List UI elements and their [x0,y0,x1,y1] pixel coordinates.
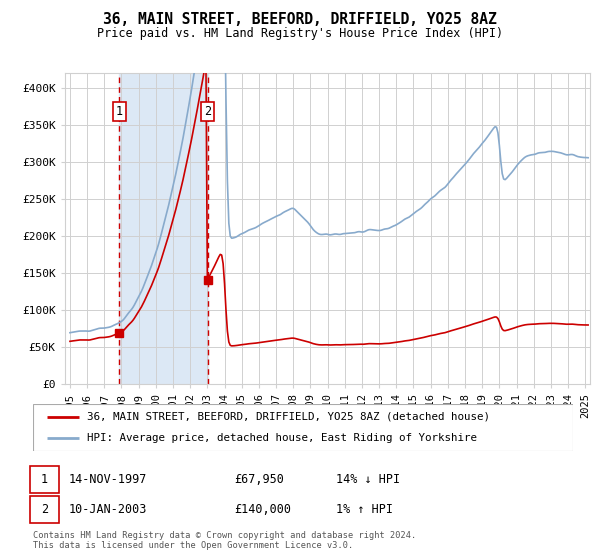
Text: Contains HM Land Registry data © Crown copyright and database right 2024.
This d: Contains HM Land Registry data © Crown c… [33,531,416,550]
FancyBboxPatch shape [33,404,573,451]
Text: £140,000: £140,000 [234,503,291,516]
Text: 36, MAIN STREET, BEEFORD, DRIFFIELD, YO25 8AZ: 36, MAIN STREET, BEEFORD, DRIFFIELD, YO2… [103,12,497,27]
Text: 2: 2 [205,105,211,118]
Text: £67,950: £67,950 [234,473,284,487]
Bar [119,73,208,384]
Text: 36, MAIN STREET, BEEFORD, DRIFFIELD, YO25 8AZ (detached house): 36, MAIN STREET, BEEFORD, DRIFFIELD, YO2… [87,412,490,422]
Text: 1: 1 [41,473,48,487]
Text: Price paid vs. HM Land Registry's House Price Index (HPI): Price paid vs. HM Land Registry's House … [97,27,503,40]
Text: 1% ↑ HPI: 1% ↑ HPI [336,503,393,516]
Text: 14% ↓ HPI: 14% ↓ HPI [336,473,400,487]
Text: 1: 1 [116,105,123,118]
Text: 2: 2 [41,503,48,516]
Text: HPI: Average price, detached house, East Riding of Yorkshire: HPI: Average price, detached house, East… [87,433,477,444]
Text: 14-NOV-1997: 14-NOV-1997 [69,473,148,487]
Text: 10-JAN-2003: 10-JAN-2003 [69,503,148,516]
